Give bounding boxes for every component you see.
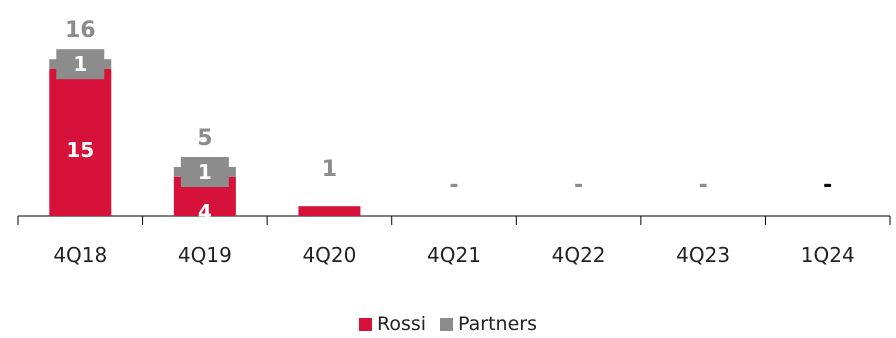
x-tick-label-4q22: 4Q22 <box>552 243 606 267</box>
bar-rossi-4q18 <box>49 69 112 216</box>
data-label-rossi: 15 <box>66 138 94 162</box>
total-label-4q23: - <box>699 173 708 198</box>
x-tick-label-4q20: 4Q20 <box>302 243 356 267</box>
legend-swatch-rossi <box>358 317 372 331</box>
total-label-4q20: 1 <box>322 157 337 182</box>
legend: Rossi Partners <box>0 313 896 335</box>
x-tick-label-1q24: 1Q24 <box>801 243 855 267</box>
data-label-box-partners <box>56 49 105 80</box>
legend-item-partners: Partners <box>440 313 537 335</box>
total-label-4q19: 5 <box>197 126 212 151</box>
data-label-partners: 1 <box>198 160 212 184</box>
legend-item-rossi: Rossi <box>358 313 427 335</box>
legend-label-partners: Partners <box>458 313 537 335</box>
x-tick-label-4q18: 4Q18 <box>53 243 107 267</box>
legend-swatch-partners <box>440 317 454 331</box>
total-label-4q21: - <box>449 173 458 198</box>
x-tick-label-4q21: 4Q21 <box>427 243 481 267</box>
x-tick-label-4q23: 4Q23 <box>676 243 730 267</box>
x-tick-label-4q19: 4Q19 <box>178 243 232 267</box>
legend-label-rossi: Rossi <box>376 313 427 335</box>
total-label-4q22: - <box>574 173 583 198</box>
data-label-box-partners <box>180 157 229 187</box>
data-label-partners: 1 <box>73 52 87 76</box>
bar-rossi-4q20 <box>298 206 361 216</box>
data-label-rossi: 4 <box>198 200 212 224</box>
total-label-1q24: - <box>823 173 832 198</box>
total-label-4q18: 16 <box>65 18 96 43</box>
